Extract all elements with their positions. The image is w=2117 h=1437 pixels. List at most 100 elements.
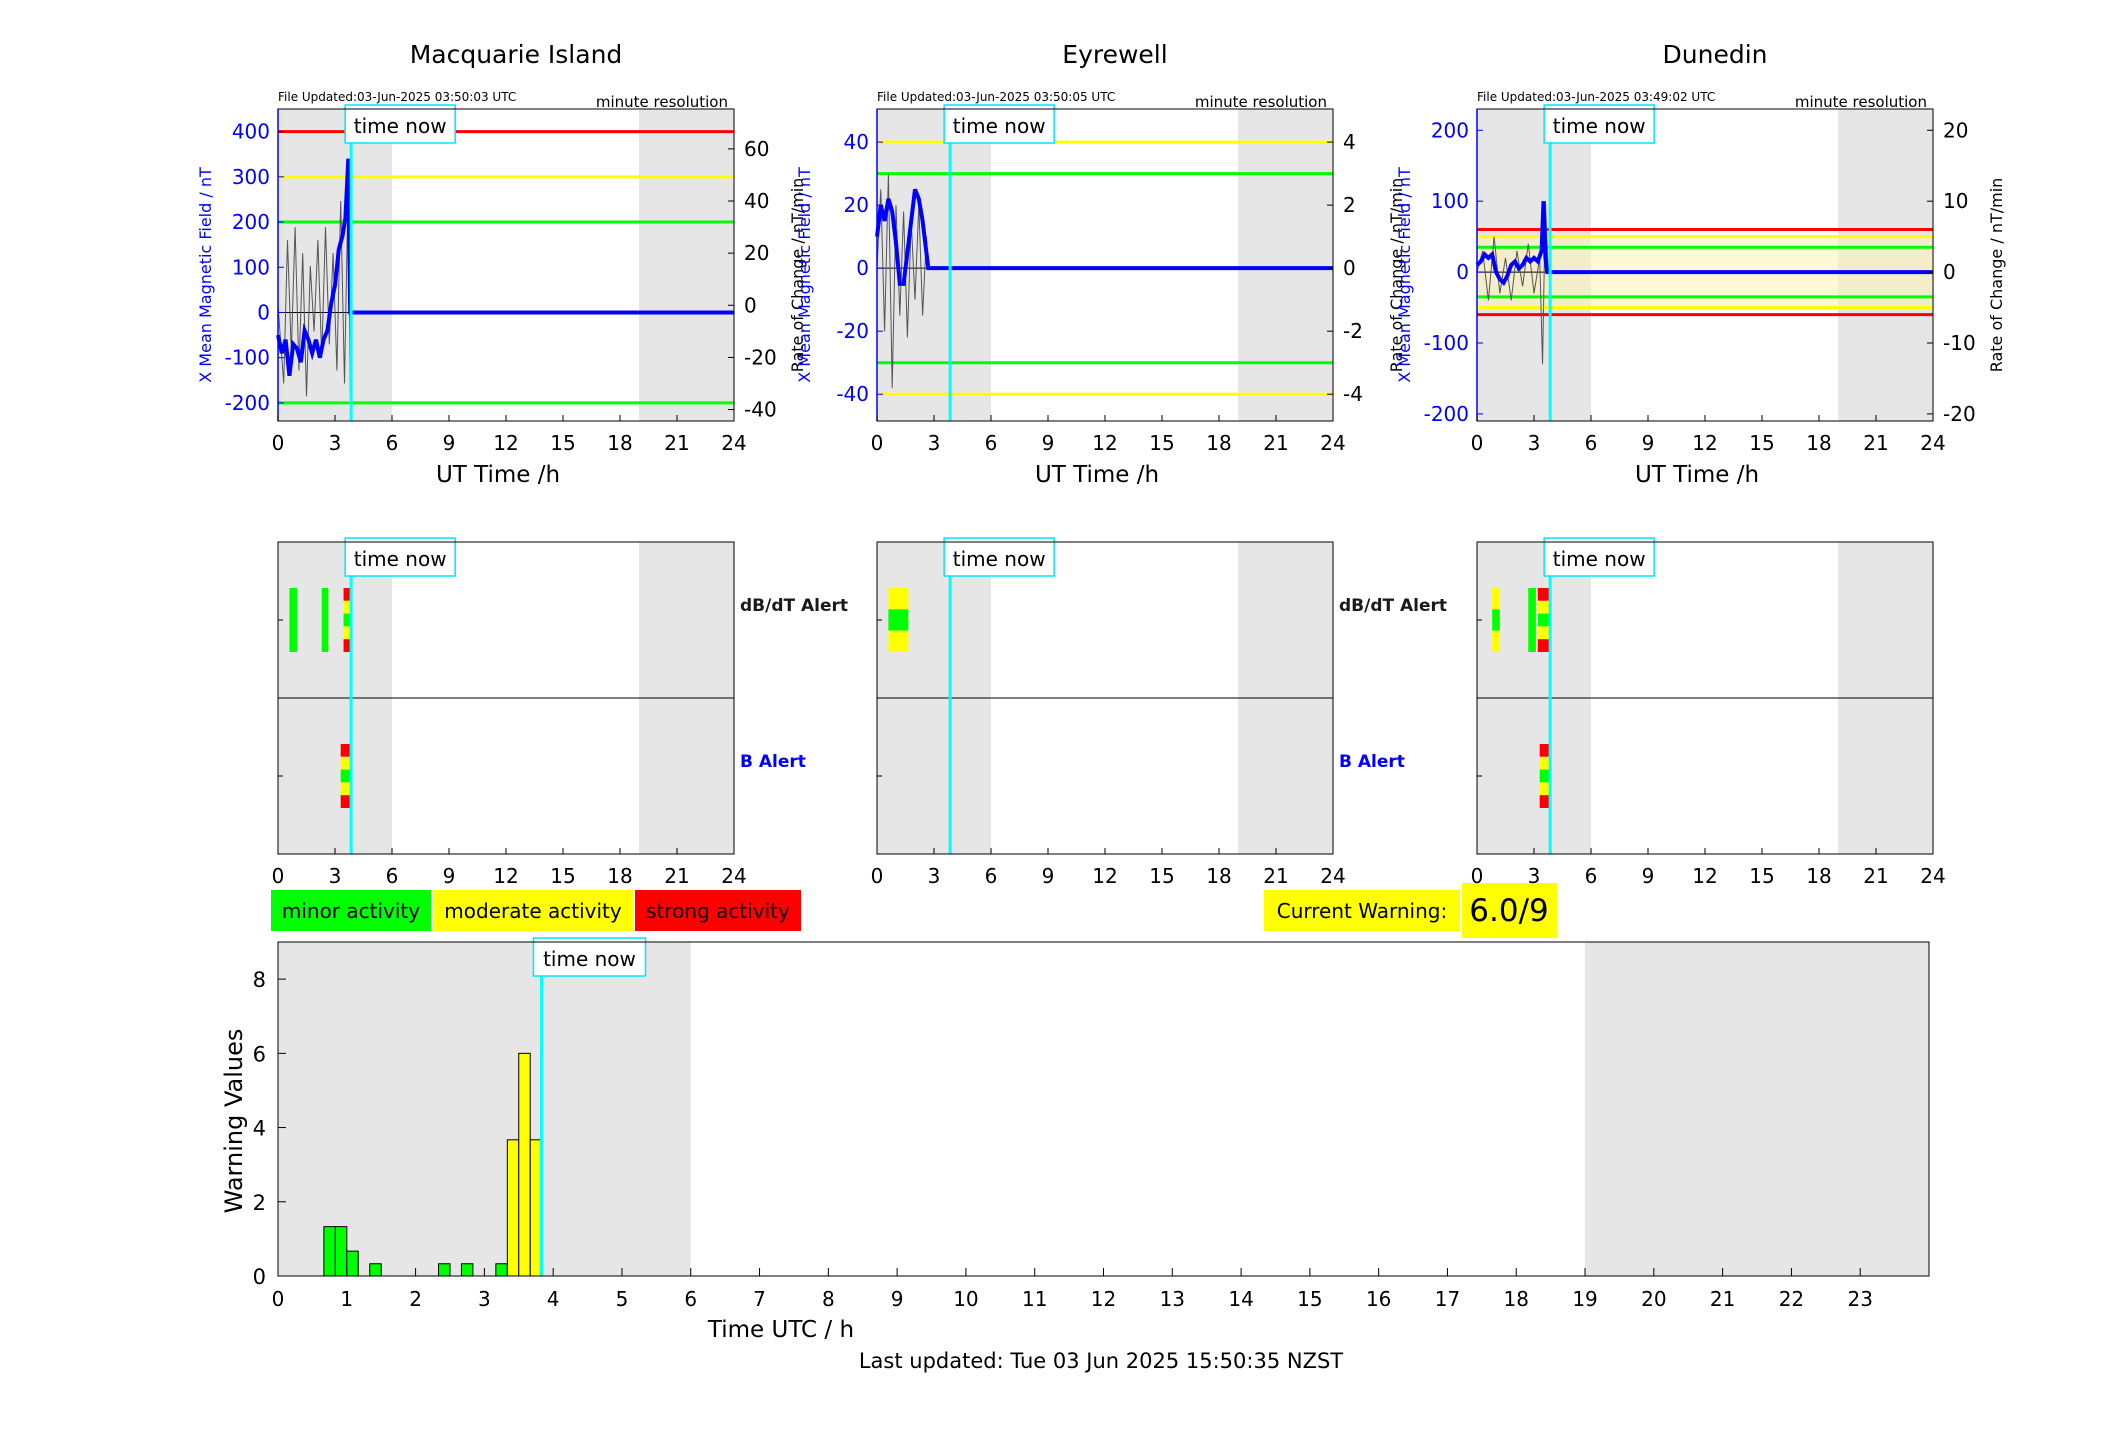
night-shade — [278, 109, 392, 421]
current-warning-value: 6.0/9 — [1469, 893, 1548, 929]
x-tick-label: 9 — [1642, 431, 1655, 455]
right-axis-label: Rate of Change / nT/min — [1387, 178, 1406, 373]
dbdt-alert-bar — [1537, 639, 1552, 652]
x-tick-label: 6 — [985, 864, 998, 888]
x-tick-label: 22 — [1779, 1287, 1804, 1311]
x-tick-label: 21 — [1863, 431, 1888, 455]
b-alert-bar — [1539, 744, 1552, 757]
dbdt-alert-bar — [888, 609, 909, 631]
dbdt-alert-bar — [888, 630, 909, 652]
x-tick-label: 18 — [1504, 1287, 1529, 1311]
x-tick-label: 9 — [443, 431, 456, 455]
x-tick-label: 12 — [1692, 431, 1717, 455]
right-tick-label: -10 — [1943, 331, 1976, 355]
x-tick-label: 11 — [1022, 1287, 1047, 1311]
b-alert-bar — [340, 795, 352, 808]
x-axis-label: UT Time /h — [436, 462, 560, 488]
dbdt-alert-bar — [343, 626, 352, 640]
left-tick-label: -200 — [225, 391, 270, 415]
dbdt-alert-bar — [1537, 600, 1552, 614]
b-alert-bar — [1539, 756, 1552, 770]
warning-bar — [346, 1250, 359, 1277]
time-now-label: time now — [1553, 547, 1646, 571]
left-tick-label: 100 — [232, 255, 270, 279]
station-title: Eyrewell — [1062, 40, 1167, 69]
right-axis-label: Rate of Change / nT/min — [788, 178, 807, 373]
x-tick-label: 24 — [1920, 431, 1945, 455]
left-axis-label: X Mean Magnetic Field / nT — [795, 167, 814, 383]
x-tick-label: 15 — [1149, 431, 1174, 455]
right-tick-label: -20 — [1943, 402, 1976, 426]
x-tick-label: 14 — [1228, 1287, 1253, 1311]
y-tick-label: 4 — [253, 1117, 266, 1141]
x-tick-label: 9 — [1042, 864, 1055, 888]
x-tick-label: 6 — [684, 1287, 697, 1311]
x-axis-label: UT Time /h — [1635, 462, 1759, 488]
station-title: Macquarie Island — [410, 40, 623, 69]
time-now-box — [532, 937, 647, 977]
y-tick-label: 0 — [253, 1265, 266, 1289]
left-tick-label: -100 — [1424, 331, 1469, 355]
mean-field-line — [1475, 201, 1933, 286]
legend-moderate-label: moderate activity — [444, 899, 622, 923]
night-shade — [278, 942, 691, 1276]
time-now-box — [1543, 104, 1655, 144]
x-tick-label: 5 — [616, 1287, 629, 1311]
x-tick-label: 13 — [1160, 1287, 1185, 1311]
right-tick-label: 20 — [1943, 118, 1968, 142]
right-tick-label: -20 — [744, 345, 777, 369]
left-axis-label: X Mean Magnetic Field / nT — [196, 167, 215, 383]
left-tick-label: 400 — [232, 120, 270, 144]
x-tick-label: 3 — [329, 431, 342, 455]
x-tick-label: 15 — [1149, 864, 1174, 888]
time-now-label: time now — [953, 547, 1046, 571]
right-tick-label: 20 — [744, 241, 769, 265]
x-tick-label: 9 — [1042, 431, 1055, 455]
x-tick-label: 0 — [1471, 431, 1484, 455]
b-alert-bar — [1539, 782, 1552, 796]
x-tick-label: 21 — [664, 864, 689, 888]
rate-of-change-line — [277, 174, 352, 397]
current-warning: Current Warning: 6.0/9 — [1264, 883, 1557, 938]
x-tick-label: 15 — [550, 864, 575, 888]
left-tick-label: -100 — [225, 346, 270, 370]
time-now-box — [943, 104, 1055, 144]
time-now-box — [344, 537, 456, 577]
left-axis-label: X Mean Magnetic Field / nT — [1395, 167, 1414, 383]
x-axis-label: Time UTC / h — [707, 1317, 854, 1343]
x-tick-label: 18 — [607, 864, 632, 888]
resolution-label: minute resolution — [1795, 93, 1927, 111]
night-shade — [1585, 942, 1929, 1276]
field-plot: time now File Updated:03-Jun-2025 03:50:0… — [795, 90, 1406, 488]
field-plot: time now File Updated:03-Jun-2025 03:50:0… — [196, 90, 807, 488]
b-alert-bar — [340, 769, 352, 783]
x-tick-label: 0 — [272, 431, 285, 455]
x-tick-label: 3 — [928, 431, 941, 455]
x-tick-label: 8 — [822, 1287, 835, 1311]
x-tick-label: 0 — [1471, 864, 1484, 888]
x-tick-label: 3 — [329, 864, 342, 888]
x-axis-label: UT Time /h — [1035, 462, 1159, 488]
x-tick-label: 24 — [1920, 864, 1945, 888]
left-tick-label: -40 — [836, 382, 869, 406]
alert-plot: time now 0 3 6 9 12 15 18 21 24 dB/dT Alert B Alert — [871, 537, 1447, 888]
x-tick-label: 18 — [1806, 431, 1831, 455]
x-tick-label: 12 — [1092, 864, 1117, 888]
b-alert-label: B Alert — [1339, 752, 1405, 772]
night-shade — [877, 109, 991, 421]
warning-bar — [323, 1226, 336, 1277]
b-alert-bar — [340, 756, 352, 770]
right-tick-label: -2 — [1343, 319, 1363, 343]
dbdt-alert-bar — [1492, 609, 1500, 631]
right-tick-label: 0 — [744, 293, 757, 317]
x-tick-label: 21 — [664, 431, 689, 455]
x-tick-label: 15 — [1749, 864, 1774, 888]
x-tick-label: 0 — [272, 1287, 285, 1311]
left-tick-label: 300 — [232, 165, 270, 189]
right-tick-label: 40 — [744, 189, 769, 213]
left-tick-label: 0 — [257, 300, 270, 324]
left-tick-label: -200 — [1424, 402, 1469, 426]
warning-bar — [495, 1263, 508, 1277]
x-tick-label: 12 — [493, 864, 518, 888]
